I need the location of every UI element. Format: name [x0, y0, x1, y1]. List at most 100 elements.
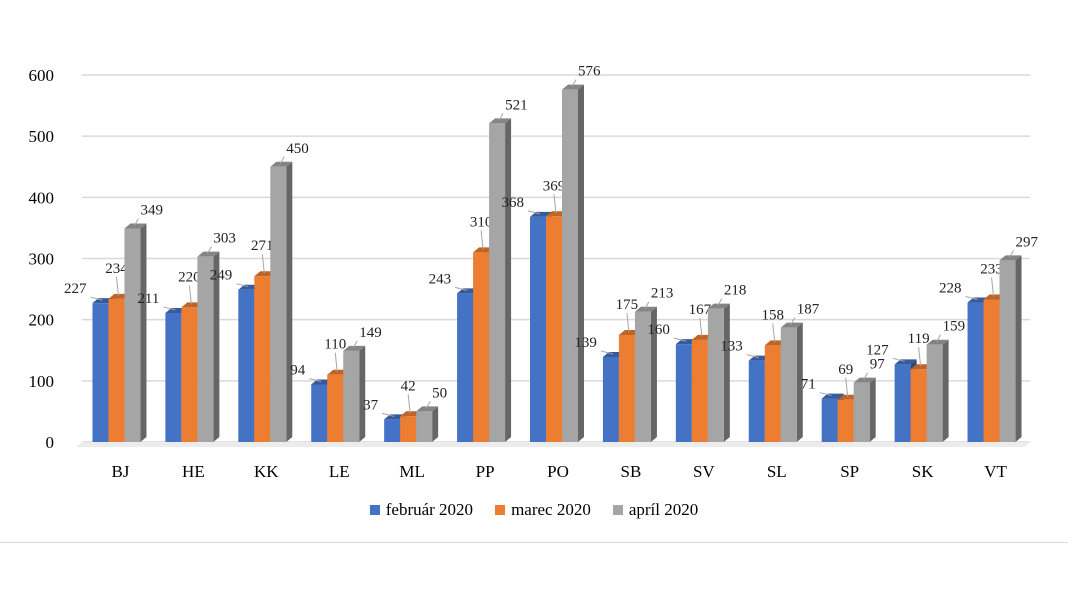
- leader-line: [673, 337, 686, 342]
- leader-line: [965, 296, 978, 301]
- x-tick-label: SL: [767, 462, 787, 481]
- bar: [967, 302, 984, 442]
- bar: [602, 356, 619, 442]
- bar: [457, 293, 474, 442]
- leader-line: [309, 378, 322, 382]
- leader-line: [892, 357, 905, 362]
- bar-chart: 0 100 200 300 400 500 600 227 234 349 BJ 211 220 303 H…: [29, 64, 1039, 481]
- bar-side: [942, 339, 949, 442]
- data-label: 369: [543, 178, 566, 194]
- bar-top: [707, 303, 730, 309]
- leader-line: [772, 323, 776, 343]
- data-label: 159: [943, 319, 966, 335]
- data-label: 310: [470, 214, 493, 230]
- leader-line: [571, 79, 577, 87]
- leader-line: [991, 277, 995, 297]
- data-label: 50: [432, 385, 447, 401]
- bar: [238, 289, 255, 442]
- bar: [197, 256, 214, 442]
- data-label: 167: [689, 302, 712, 318]
- leader-line: [819, 392, 832, 397]
- bar-top: [343, 345, 366, 351]
- bar: [311, 384, 328, 442]
- data-label: 175: [616, 297, 639, 313]
- bar: [562, 89, 578, 443]
- bar: [675, 344, 692, 442]
- bar-top: [124, 223, 147, 229]
- x-tick-label: SB: [621, 462, 642, 481]
- bar: [327, 374, 344, 442]
- data-label: 349: [140, 203, 163, 219]
- bar: [691, 339, 708, 442]
- leader-line: [644, 301, 650, 309]
- leader-line: [454, 286, 468, 291]
- y-tick-label: 100: [29, 372, 55, 391]
- bar: [343, 350, 360, 442]
- data-label: 94: [290, 363, 306, 379]
- data-label: 249: [210, 268, 233, 284]
- leader-line: [918, 347, 922, 367]
- x-tick-label: BJ: [111, 462, 129, 481]
- bar: [546, 216, 562, 442]
- y-tick-label: 200: [29, 311, 55, 330]
- x-tick-label: PP: [476, 462, 495, 481]
- bar: [384, 419, 401, 442]
- data-label: 368: [502, 195, 525, 211]
- legend-label-apr: apríl 2020: [628, 500, 699, 519]
- chart-floor: [76, 442, 1030, 447]
- data-label: 37: [363, 397, 379, 413]
- leader-line: [863, 372, 869, 380]
- bar-top: [270, 161, 293, 167]
- bar-top: [853, 377, 876, 383]
- bar: [926, 344, 943, 442]
- data-label: 576: [578, 64, 601, 80]
- data-label: 139: [574, 335, 597, 351]
- bar: [416, 411, 433, 442]
- data-label: 97: [870, 357, 886, 373]
- leader-line: [425, 401, 431, 409]
- bar: [764, 345, 781, 442]
- leader-line: [382, 412, 395, 417]
- data-label: 133: [720, 339, 743, 355]
- leader-line: [352, 340, 358, 349]
- data-label: 213: [651, 286, 674, 302]
- bar: [400, 416, 417, 442]
- data-label: 303: [213, 231, 236, 247]
- leader-line: [717, 298, 723, 306]
- leader-line: [236, 283, 249, 288]
- leader-line: [600, 350, 614, 355]
- bar: [748, 360, 765, 442]
- data-label: 228: [939, 281, 962, 297]
- data-label: 450: [286, 141, 309, 157]
- leader-line: [188, 285, 192, 305]
- bar: [92, 303, 109, 442]
- x-tick-label: SV: [693, 462, 715, 481]
- bar: [853, 382, 870, 442]
- leader-line: [1009, 250, 1014, 258]
- data-label: 233: [980, 261, 1003, 277]
- data-label: 218: [724, 283, 747, 299]
- leader-line: [936, 334, 942, 342]
- leader-line: [626, 312, 630, 333]
- bar-side: [505, 118, 512, 443]
- data-label: 227: [64, 281, 87, 297]
- y-tick-label: 0: [46, 433, 55, 452]
- bar-side: [213, 251, 220, 442]
- data-label: 127: [866, 342, 889, 358]
- leader-line: [498, 113, 504, 121]
- x-tick-label: KK: [254, 462, 279, 481]
- y-tick-label: 600: [29, 66, 55, 85]
- bar: [999, 260, 1016, 442]
- bar: [837, 399, 854, 442]
- leader-line: [334, 352, 338, 372]
- bar: [618, 334, 635, 442]
- legend-item-apr: apríl 2020: [612, 500, 699, 520]
- leader-line: [527, 210, 541, 215]
- legend-swatch-feb: [369, 505, 380, 515]
- legend-swatch-mar: [495, 505, 506, 515]
- bar-side: [578, 84, 584, 443]
- bar-side: [432, 406, 439, 442]
- bar: [780, 327, 797, 442]
- data-label: 297: [1016, 234, 1039, 250]
- x-tick-label: SK: [912, 462, 934, 481]
